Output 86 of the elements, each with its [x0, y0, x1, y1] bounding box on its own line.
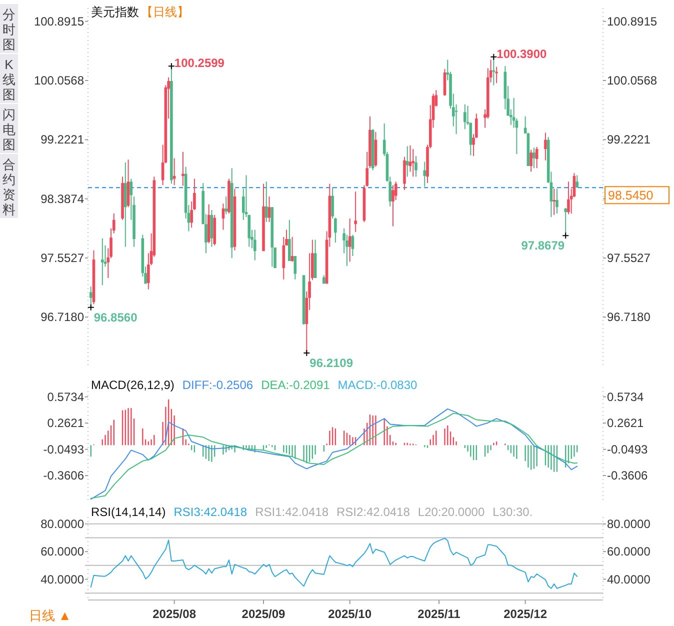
- chart-title: MACD(26,12,9): [91, 378, 174, 392]
- y2-tick-label: 96.7180: [607, 310, 651, 324]
- candlestick: [576, 174, 579, 188]
- y-tick-label: 96.7180: [40, 310, 84, 324]
- y2-tick-label: 80.0000: [607, 516, 651, 531]
- line-series: [90, 538, 578, 589]
- y-tick-label: 0.2621: [47, 416, 84, 430]
- y-tick-label: 99.2221: [40, 132, 84, 147]
- candlestick: [354, 191, 357, 232]
- candlestick: [406, 146, 409, 178]
- candlestick: [253, 229, 256, 261]
- candlestick: [222, 203, 225, 230]
- annotation: 100.3900: [496, 46, 548, 61]
- y2-tick-label: -0.3606: [607, 468, 648, 483]
- y-tick-label: 97.5527: [40, 250, 84, 265]
- candlestick: [392, 184, 394, 227]
- y-tick-label: 80.0000: [40, 516, 84, 531]
- y2-tick-label: 99.2221: [607, 132, 651, 147]
- text: 闪电图: [2, 107, 16, 152]
- y2-tick-label: 100.8915: [607, 14, 658, 28]
- candlestick: [351, 234, 354, 257]
- candlestick: [412, 148, 415, 178]
- x-tick-label: 2025/10: [328, 607, 372, 621]
- x-tick-label: 2025/11: [418, 607, 461, 621]
- candlestick: [414, 156, 418, 178]
- candlestick: [268, 196, 271, 223]
- candlestick: [182, 151, 184, 186]
- y-tick-label: 60.0000: [40, 544, 84, 559]
- candlestick: [423, 161, 426, 188]
- y-tick-label: 0.5734: [47, 390, 84, 404]
- y2-tick-label: 60.0000: [607, 544, 651, 559]
- annotation: L30:30.: [492, 505, 533, 519]
- candlestick: [454, 104, 458, 135]
- y2-tick-label: 0.2621: [607, 416, 644, 430]
- candlestick: [224, 196, 228, 215]
- text: DIFF:-0.2506: [182, 378, 254, 392]
- candlestick: [403, 156, 406, 191]
- y-tick-label: 40.0000: [40, 572, 84, 586]
- y-tick-label: 98.3874: [40, 192, 84, 206]
- candlestick: [535, 146, 538, 169]
- annotation: 96.2109: [310, 356, 354, 370]
- candlestick: [530, 149, 532, 172]
- x-axis-title: 日线 ▲: [28, 608, 72, 623]
- text: K线图: [2, 57, 16, 102]
- chart-title: 美元指数: [91, 5, 139, 19]
- chart-title: RSI(14,14,14): [91, 505, 166, 519]
- annotation: 96.8560: [94, 310, 138, 324]
- candlestick: [264, 181, 268, 223]
- candlestick: [556, 188, 558, 214]
- candlestick: [348, 218, 352, 262]
- annotation: 97.8679: [521, 238, 565, 253]
- candlestick: [282, 236, 286, 280]
- annotation: RSI1:42.0418: [255, 505, 329, 519]
- y-tick-label: 100.8915: [34, 14, 84, 28]
- y-tick-label: 100.0568: [34, 74, 84, 88]
- candlestick: [544, 132, 547, 161]
- candlestick: [288, 219, 291, 262]
- candlestick: [331, 186, 334, 219]
- y2-tick-label: -0.0493: [607, 442, 648, 456]
- candlestick: [210, 209, 214, 248]
- candlestick: [334, 217, 337, 244]
- annotation: RSI2:42.0418: [336, 505, 410, 519]
- annotation: 100.2599: [174, 56, 225, 70]
- candlestick: [172, 158, 176, 186]
- text: DEA:-0.2091: [261, 378, 330, 392]
- y-tick-label: -0.0493: [43, 442, 84, 456]
- chart-subtitle: 【日线】: [141, 5, 189, 19]
- y2-tick-label: 0.5734: [607, 390, 644, 404]
- candlestick: [100, 238, 104, 286]
- text: 分时图: [2, 7, 16, 52]
- x-tick-label: 2025/09: [242, 607, 286, 621]
- candlestick: [567, 181, 570, 215]
- ref-line-label: 98.5450: [608, 188, 654, 203]
- series-label: RSI3:42.0418: [174, 505, 248, 519]
- annotation: L20:20.0000: [418, 505, 485, 519]
- y2-tick-label: 97.5527: [607, 250, 651, 265]
- candlestick: [532, 147, 536, 169]
- candlestick: [464, 104, 466, 130]
- x-tick-label: 2025/08: [152, 607, 196, 621]
- y-tick-label: -0.3606: [43, 468, 84, 483]
- y2-tick-label: 40.0000: [607, 572, 651, 586]
- annotation: MACD:-0.0830: [338, 378, 418, 392]
- y2-tick-label: 100.0568: [607, 74, 658, 88]
- candlestick: [552, 188, 556, 216]
- x-tick-label: 2025/12: [504, 607, 548, 621]
- text: 合约资料: [2, 157, 16, 217]
